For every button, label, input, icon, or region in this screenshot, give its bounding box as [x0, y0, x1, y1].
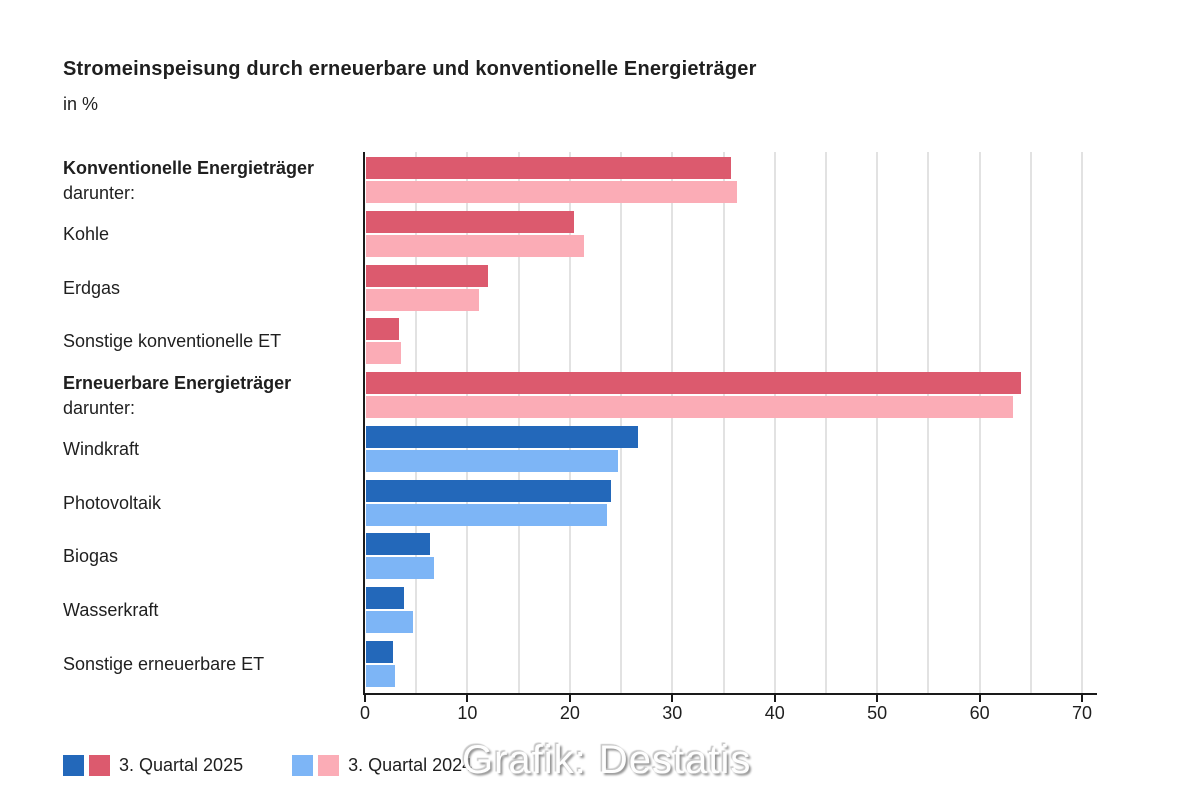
bar-q3-2025: [366, 372, 1021, 394]
bar-q3-2024: [366, 235, 584, 257]
legend-entry: 3. Quartal 2024: [292, 755, 472, 776]
row-label: Erdgas: [63, 278, 121, 298]
bar-q3-2024: [366, 504, 607, 526]
legend-swatch-blue_dark: [63, 755, 84, 776]
x-tick-label: 60: [969, 703, 990, 723]
x-tick-label: 30: [662, 703, 683, 723]
bar-q3-2025: [366, 211, 574, 233]
x-tick-label: 40: [764, 703, 785, 723]
gridline: [773, 152, 776, 693]
x-tick-label: 70: [1071, 703, 1093, 723]
x-axis-tick: [466, 695, 469, 702]
x-tick-label: 10: [457, 703, 478, 723]
gridline: [671, 152, 674, 693]
legend-entry: 3. Quartal 2025: [63, 755, 243, 776]
row-label: Konventionelle Energieträger: [63, 158, 315, 178]
bar-q3-2025: [366, 480, 611, 502]
bar-q3-2025: [366, 641, 393, 663]
x-tick-label: 50: [867, 703, 888, 723]
gridline: [927, 152, 930, 693]
gridline: [876, 152, 879, 693]
gridline: [1081, 152, 1083, 693]
row-label: Sonstige konventionelle ET: [63, 331, 282, 351]
chart-title: Stromeinspeisung durch erneuerbare und k…: [63, 58, 757, 80]
x-axis-tick: [876, 695, 879, 702]
legend-swatch-rose_dark: [89, 755, 110, 776]
bar-q3-2025: [366, 265, 488, 287]
x-axis-tick: [773, 695, 776, 702]
bar-q3-2025: [366, 426, 638, 448]
bar-q3-2024: [366, 396, 1013, 418]
row-label: Sonstige erneuerbare ET: [63, 654, 265, 674]
gridline: [568, 152, 571, 693]
row-label: Biogas: [63, 546, 119, 566]
legend-label: 3. Quartal 2024: [348, 755, 473, 775]
bar-q3-2025: [366, 318, 399, 340]
gridline: [1029, 152, 1032, 693]
gridline: [517, 152, 520, 693]
gridline: [978, 152, 981, 693]
gridline: [466, 152, 469, 693]
row-sublabel: darunter:: [63, 398, 136, 418]
legend-swatch-blue_light: [292, 755, 314, 776]
chart-subtitle: in %: [63, 94, 99, 114]
watermark: Grafik: Destatis: [462, 738, 752, 782]
bar-q3-2024: [366, 342, 401, 364]
row-label: Kohle: [63, 224, 110, 244]
legend-swatch-rose_light: [318, 755, 340, 776]
gridline: [620, 152, 623, 693]
bar-q3-2024: [366, 181, 737, 203]
x-tick-label: 20: [559, 703, 580, 723]
bar-q3-2024: [366, 665, 395, 687]
x-axis-tick: [671, 695, 674, 702]
gridline: [722, 152, 725, 693]
bar-q3-2025: [366, 157, 731, 179]
y-axis-line: [363, 152, 365, 695]
legend: 3. Quartal 2025 3. Quartal 2024: [63, 755, 472, 776]
bar-q3-2024: [366, 557, 434, 579]
bar-q3-2024: [366, 289, 479, 311]
bar-q3-2024: [366, 611, 413, 633]
x-axis-tick: [364, 695, 366, 702]
x-axis-tick: [568, 695, 571, 702]
row-label: Erneuerbare Energieträger: [63, 373, 292, 393]
x-axis-tick: [978, 695, 981, 702]
x-tick-label: 0: [359, 703, 370, 723]
legend-label: 3. Quartal 2025: [119, 755, 244, 775]
x-axis-line: [363, 693, 1097, 695]
gridline: [824, 152, 827, 693]
bar-q3-2025: [366, 533, 430, 555]
x-axis-tick: [1081, 695, 1083, 702]
row-label: Photovoltaik: [63, 493, 162, 513]
bar-q3-2025: [366, 587, 404, 609]
gridline: [415, 152, 418, 693]
row-label: Wasserkraft: [63, 600, 159, 620]
row-sublabel: darunter:: [63, 183, 136, 203]
row-label: Windkraft: [63, 439, 140, 459]
bar-q3-2024: [366, 450, 618, 472]
